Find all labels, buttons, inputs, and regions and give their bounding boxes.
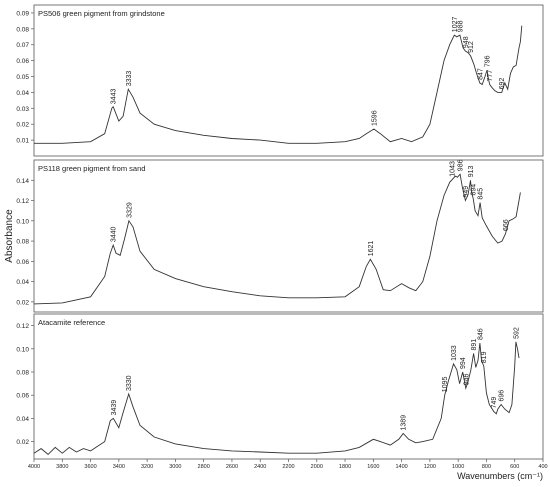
x-tick-label: 2200 [282,464,294,470]
peak-label: 3440 [111,226,118,242]
y-tick-label: 0.08 [16,239,29,246]
x-tick-label: 1600 [367,464,379,470]
peak-label: 1033 [451,345,458,361]
peak-label: 948 [463,36,470,48]
panel-frame [33,159,544,313]
spectrum-line [33,341,520,456]
x-tick-label: 1400 [395,464,407,470]
y-tick-label: 0.03 [16,106,29,113]
peak-label: 777 [487,70,494,82]
x-tick-label: 2600 [226,464,238,470]
y-tick-label: 0.14 [16,178,29,185]
spectrum-panel-3: Atacamite reference 0.02 0.04 0.06 0.08 0.10 0… [16,313,544,460]
y-tick-label: 0.12 [16,198,29,205]
y-tick-label: 0.06 [16,259,29,266]
panel-title: PS118 green pigment from sand [38,164,145,173]
peak-label: 891 [471,339,478,351]
peak-label: 986 [458,159,465,171]
y-tick-label: 0.04 [16,416,29,423]
x-tick-label: 3400 [113,464,125,470]
spectrum-panel-2: PS118 green pigment from sand 0.02 0.04 0.0… [16,159,544,313]
peak-label: 1389 [401,415,408,431]
peak-label: 592 [513,327,520,339]
peak-label: 1095 [442,377,449,393]
x-tick-label: 4000 [28,464,40,470]
x-tick-label: 2000 [311,464,323,470]
x-tick-label: 2400 [254,464,266,470]
peak-label: 949 [463,186,470,198]
peak-label: 749 [491,397,498,409]
y-tick-label: 0.02 [16,122,29,129]
y-tick-label: 0.04 [16,90,29,97]
peak-label: 913 [468,165,475,177]
y-tick-label: 0.02 [16,299,29,306]
panel-title: Atacamite reference [38,318,105,327]
peak-label: 847 [477,68,484,80]
y-tick-label: 0.04 [16,279,29,286]
peak-label: 3443 [110,89,117,105]
peak-label: 3439 [111,400,118,416]
spectrum-panel-1: PS506 green pigment from grindstone 0.01 0… [16,4,544,157]
peak-label: 819 [481,351,488,363]
y-tick-label: 0.08 [16,370,29,377]
x-tick-label: 3600 [84,464,96,470]
y-tick-label: 0.02 [16,439,29,446]
spectrum-line [33,173,521,305]
x-tick-label: 400 [538,464,547,470]
y-tick-label: 0.05 [16,74,29,81]
panel-title: PS506 green pigment from grindstone [38,9,165,18]
panel-frame [33,4,544,157]
y-tick-label: 0.10 [16,346,29,353]
peak-label: 1043 [450,161,457,177]
x-tick-label: 2800 [198,464,210,470]
spectra-panels: PS506 green pigment from grindstone 0.01 0… [16,4,548,470]
peak-label: 696 [499,390,506,402]
x-axis-label: Wavenumbers (cm⁻¹) [457,471,543,481]
y-tick-label: 0.12 [16,323,29,330]
peak-label: 1027 [452,17,459,33]
peak-label: 912 [468,41,475,53]
x-tick-label: 600 [510,464,519,470]
y-tick-label: 0.06 [16,58,29,65]
x-tick-label: 1200 [424,464,436,470]
x-tick-label: 3800 [56,464,68,470]
x-tick-label: 1800 [339,464,351,470]
peak-label: 1596 [371,110,378,126]
peak-label: 3329 [126,202,133,218]
y-tick-label: 0.07 [16,42,29,49]
spectrum-line [34,25,523,144]
x-tick-label: 1000 [452,464,464,470]
peak-label: 1621 [368,241,375,257]
peak-label: 796 [485,55,492,67]
y-axis-label: Absorbance [4,209,15,263]
x-tick-label: 800 [482,464,491,470]
peak-label: 846 [477,328,484,340]
peak-label: 988 [457,20,464,32]
x-tick-label: 3200 [141,464,153,470]
y-tick-label: 0.09 [16,10,29,17]
y-tick-label: 0.08 [16,26,29,33]
y-tick-label: 0.06 [16,393,29,400]
y-tick-label: 0.10 [16,218,29,225]
peak-label: 666 [503,219,510,231]
peak-label: 994 [460,357,467,369]
x-tick-label: 3000 [169,464,181,470]
y-tick-label: 0.01 [16,138,29,145]
peak-label: 3333 [126,71,133,87]
peak-label: 845 [478,188,485,200]
peak-label: 3330 [126,375,133,391]
peak-label: 894 [471,184,478,196]
peak-label: 946 [463,373,470,385]
peak-label: 692 [499,78,506,90]
